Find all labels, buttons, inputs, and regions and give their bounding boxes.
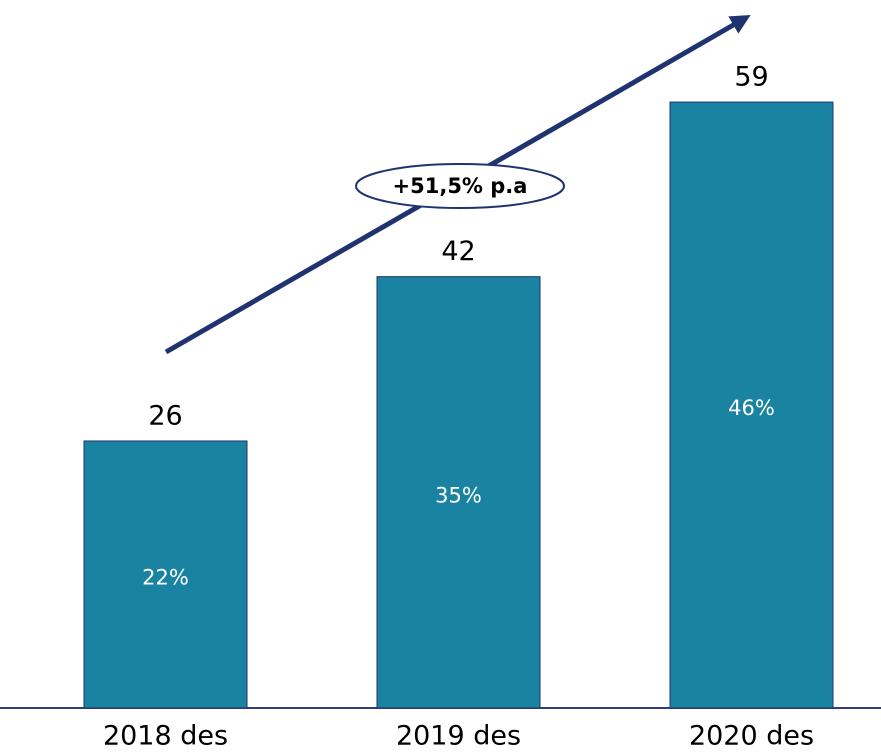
inner-label: 46% <box>728 396 775 420</box>
value-label: 59 <box>734 62 768 93</box>
x-tick-label: 2020 des <box>689 721 814 752</box>
annotation-bubble <box>355 163 565 209</box>
bar <box>376 276 541 709</box>
x-tick-label: 2019 des <box>396 721 521 752</box>
inner-label: 35% <box>435 483 482 507</box>
bar <box>669 101 834 709</box>
annotation: +51,5% p.a <box>393 174 528 198</box>
x-tick-label: 2018 des <box>103 721 228 752</box>
inner-label: 22% <box>142 565 189 589</box>
value-label: 42 <box>441 236 475 267</box>
value-label: 26 <box>148 400 182 431</box>
bar <box>83 440 248 709</box>
